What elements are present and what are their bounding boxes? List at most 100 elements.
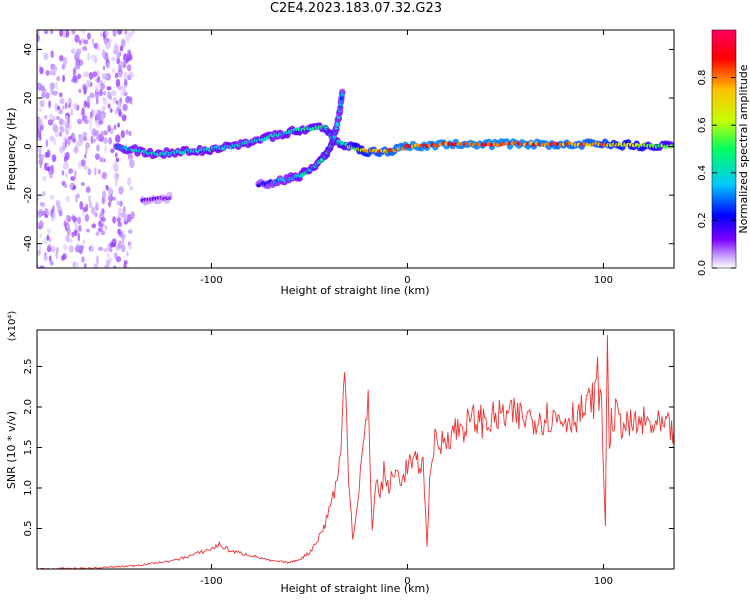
noise-point <box>52 212 56 220</box>
noise-point <box>94 83 100 93</box>
noise-point <box>107 103 111 109</box>
noise-point <box>68 183 74 189</box>
noise-point <box>82 239 86 245</box>
noise-point <box>126 64 132 72</box>
noise-point <box>49 82 55 91</box>
spectrogram-xtick-label: 100 <box>594 275 613 286</box>
noise-point <box>128 130 132 137</box>
noise-point <box>56 115 60 121</box>
noise-point <box>68 97 72 107</box>
noise-point <box>55 199 60 208</box>
noise-point <box>45 70 50 76</box>
noise-point <box>106 258 111 268</box>
noise-point <box>82 83 87 90</box>
noise-point <box>130 211 135 220</box>
snr-xtick-label: -100 <box>200 576 223 587</box>
colorbar-ticks: 0.0 0.2 0.4 0.6 0.8 <box>697 70 736 276</box>
noise-point <box>102 65 106 71</box>
noise-point <box>113 42 119 51</box>
noise-point <box>93 263 99 268</box>
noise-point <box>101 171 108 180</box>
noise-point <box>55 81 58 90</box>
snr-scale-label: (x10⁴) <box>7 311 18 342</box>
noise-point <box>90 244 94 253</box>
noise-point <box>100 130 104 138</box>
noise-point <box>110 108 113 113</box>
noise-point <box>108 137 113 145</box>
noise-point <box>129 159 135 169</box>
noise-point <box>54 102 59 112</box>
noise-point <box>58 118 65 126</box>
noise-point <box>57 105 60 110</box>
noise-point <box>70 176 76 181</box>
noise-point <box>46 234 50 241</box>
noise-point <box>39 265 45 268</box>
noise-point <box>125 251 129 257</box>
noise-point <box>72 148 76 153</box>
noise-point <box>38 153 45 161</box>
noise-point <box>96 134 100 141</box>
spectrogram-panel: -100 0 100 -40 -20 0 20 40 Height of straight l… <box>5 29 675 297</box>
noise-point <box>91 223 97 229</box>
noise-point <box>128 242 133 251</box>
noise-point <box>40 124 44 131</box>
noise-point <box>63 183 68 189</box>
noise-point <box>82 46 88 51</box>
noise-point <box>84 114 88 124</box>
noise-point <box>112 96 117 104</box>
noise-point <box>84 213 90 222</box>
noise-point <box>112 162 118 170</box>
noise-point <box>125 129 129 135</box>
noise-point <box>109 242 114 248</box>
noise-point <box>104 225 108 231</box>
noise-point <box>44 151 49 158</box>
noise-point <box>128 229 133 234</box>
noise-point <box>125 95 131 104</box>
noise-point <box>112 49 116 54</box>
noise-point <box>121 244 126 253</box>
noise-point <box>125 35 131 40</box>
noise-point <box>109 248 113 253</box>
noise-point <box>42 175 47 182</box>
noise-point <box>102 137 108 144</box>
noise-point <box>119 45 124 52</box>
noise-point <box>43 88 47 93</box>
spectrogram-ylabel: Frequency (Hz) <box>5 108 18 191</box>
noise-point <box>60 108 63 115</box>
noise-point <box>94 55 97 64</box>
noise-point <box>82 131 88 138</box>
colorbar-label: Normalized spectral amplitude <box>737 64 750 233</box>
noise-point <box>102 156 105 163</box>
noise-point <box>123 215 128 222</box>
noise-point <box>78 137 84 147</box>
noise-point <box>39 162 42 169</box>
noise-point <box>101 106 107 111</box>
noise-point <box>87 168 92 176</box>
noise-point <box>88 72 94 80</box>
noise-point <box>89 111 93 119</box>
noise-point <box>83 165 89 170</box>
noise-point <box>59 92 63 98</box>
noise-point <box>114 110 118 115</box>
noise-point <box>66 223 71 230</box>
snr-ytick-label: 0.5 <box>23 521 34 537</box>
noise-point <box>117 122 120 128</box>
noise-point <box>80 159 86 167</box>
noise-point <box>106 253 111 258</box>
noise-point <box>97 246 104 251</box>
noise-point <box>64 115 69 121</box>
noise-point <box>118 64 121 71</box>
figure-title: C2E4.2023.183.07.32.G23 <box>269 1 443 16</box>
noise-point <box>118 240 122 250</box>
noise-point <box>112 265 117 268</box>
noise-point <box>78 88 82 94</box>
noise-point <box>95 129 99 136</box>
ridge-point-1 <box>340 92 345 97</box>
noise-point <box>89 92 95 99</box>
noise-point <box>48 255 52 262</box>
noise-point <box>127 154 134 162</box>
noise-point <box>76 216 82 225</box>
noise-point <box>69 238 73 243</box>
snr-ytick-label: 2.5 <box>23 359 34 375</box>
noise-point <box>71 30 76 35</box>
